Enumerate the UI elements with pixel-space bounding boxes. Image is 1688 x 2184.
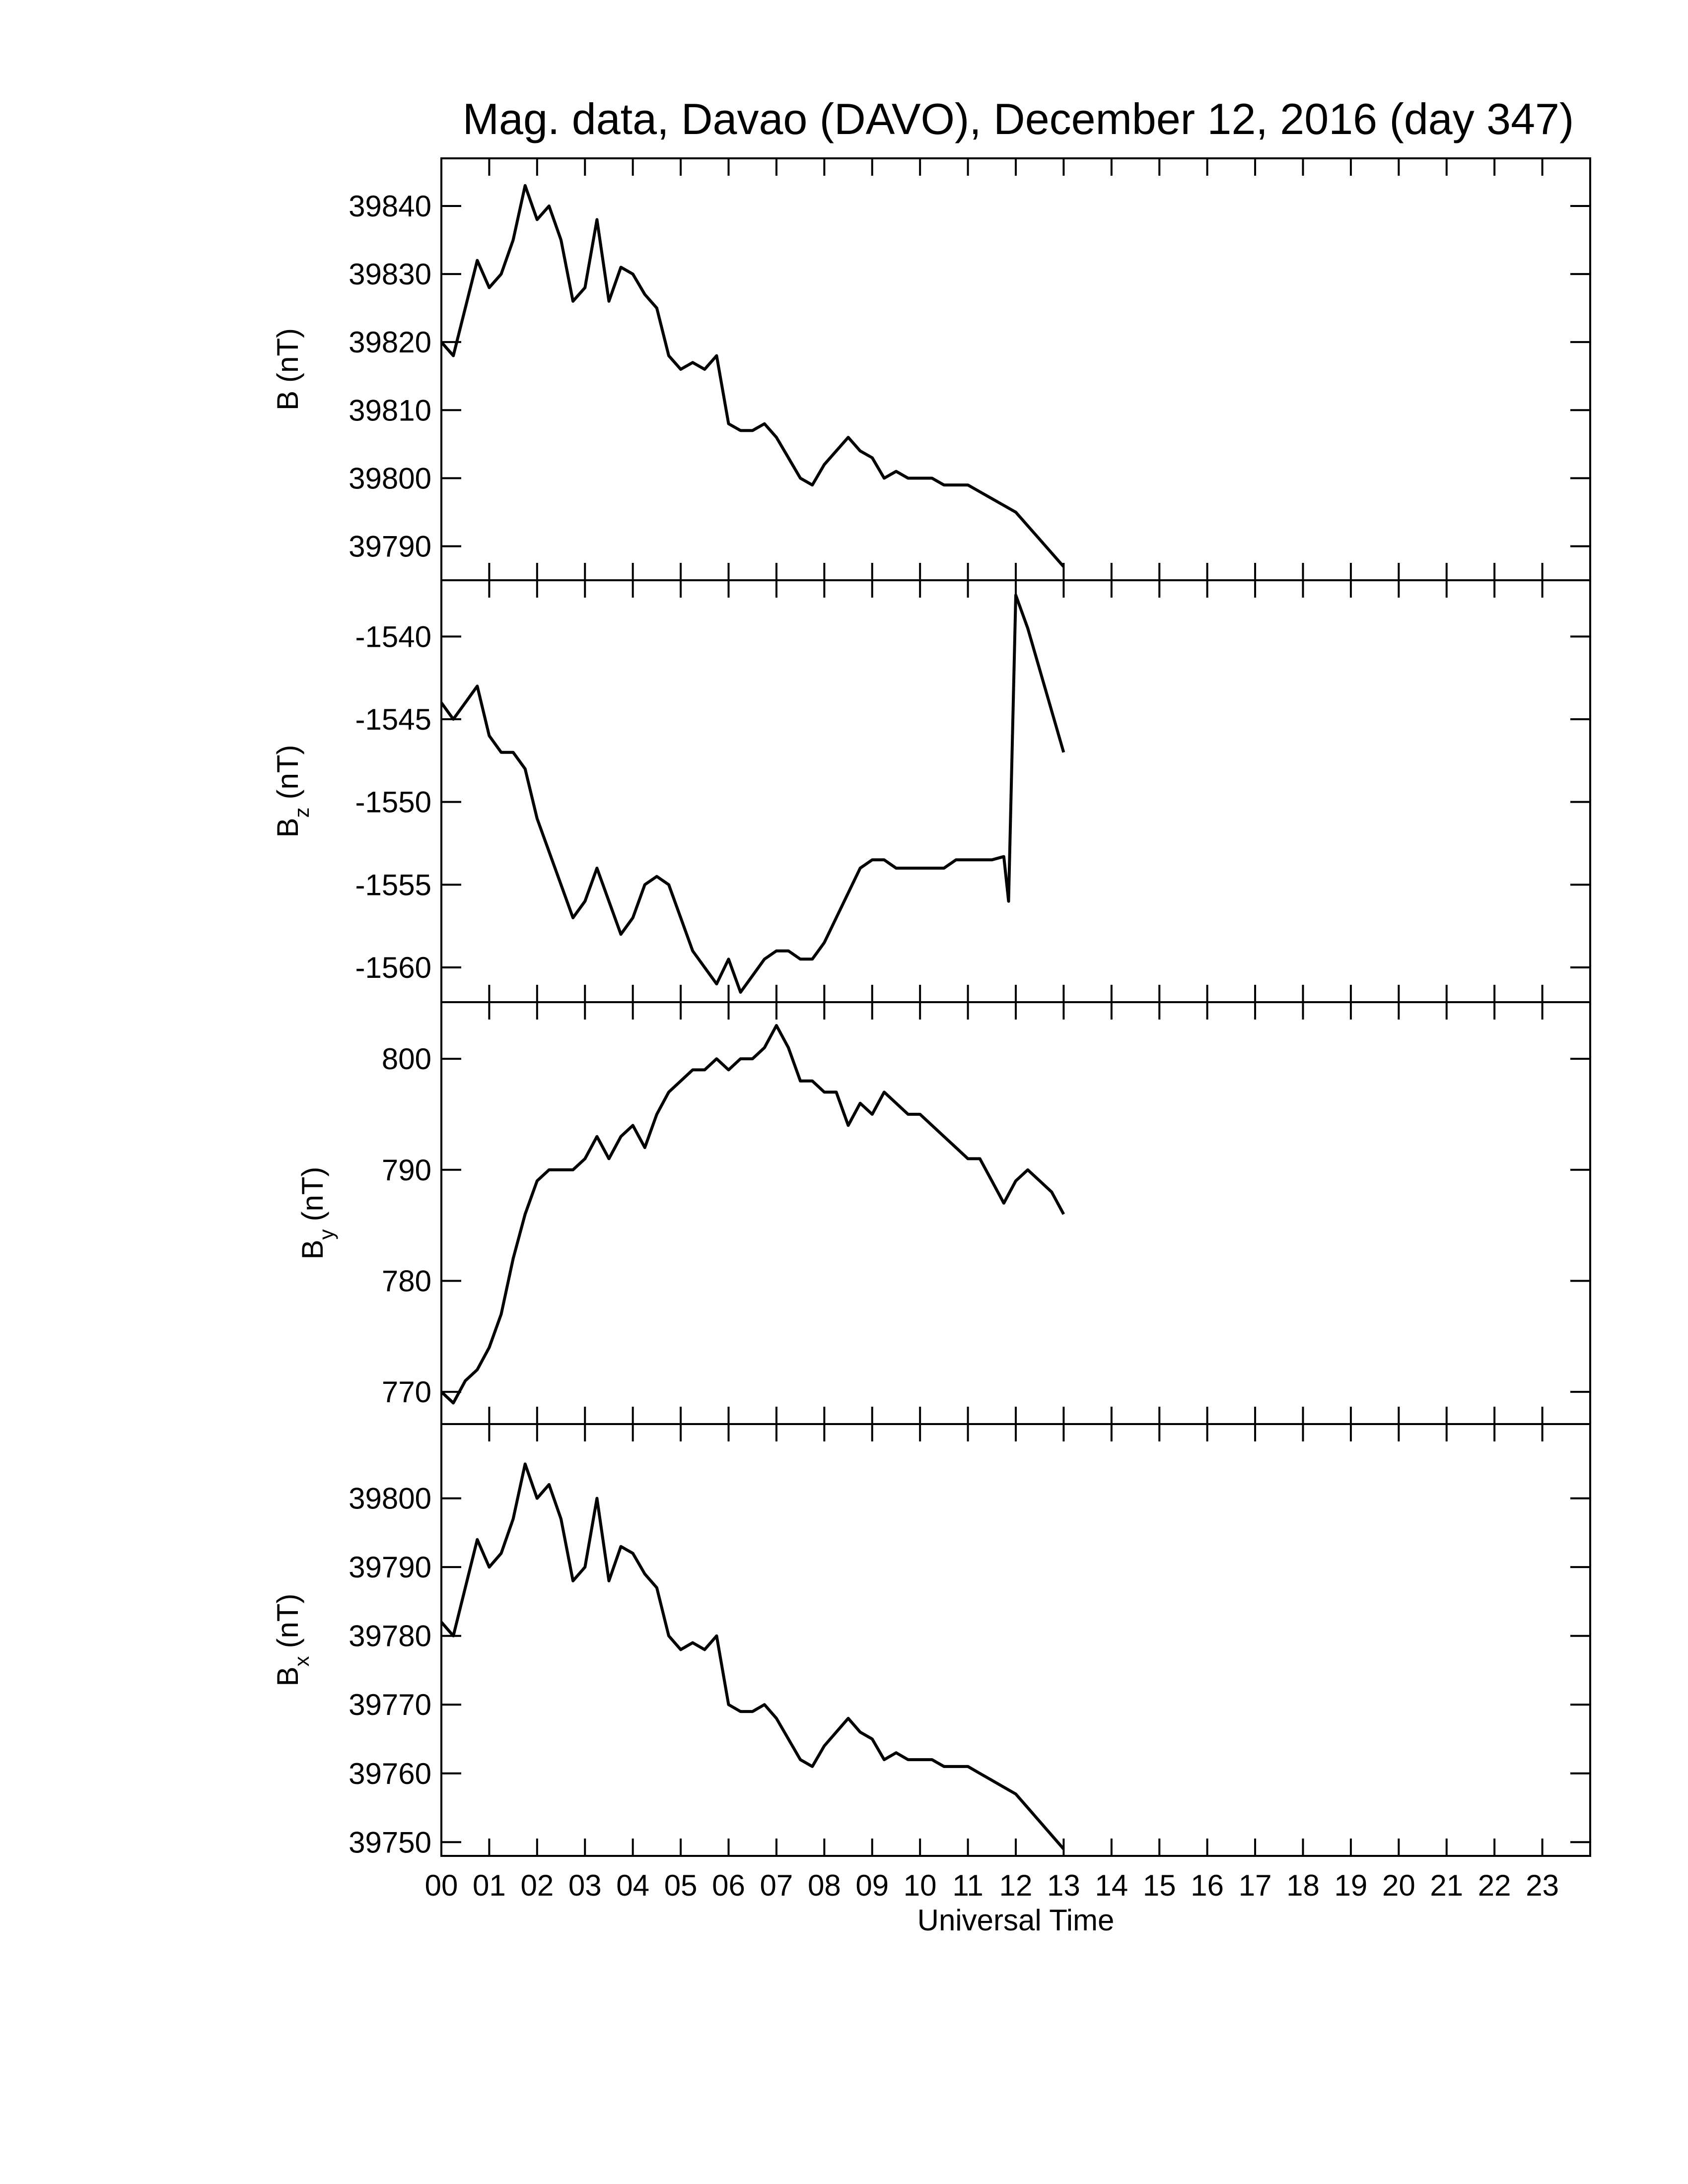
x-tick-label: 21 bbox=[1430, 1869, 1463, 1902]
y-label-unit: (nT) bbox=[271, 328, 304, 383]
y-tick-label: -1545 bbox=[355, 703, 431, 736]
data-line bbox=[440, 184, 1065, 568]
x-tick-label: 10 bbox=[904, 1869, 937, 1902]
y-label-main: B bbox=[296, 1239, 329, 1259]
y-tick-label: 39780 bbox=[349, 1620, 431, 1653]
plot-frame bbox=[440, 1001, 1591, 1425]
plot-frame bbox=[440, 157, 1591, 581]
x-axis-label: Universal Time bbox=[917, 1904, 1115, 1937]
y-tick-label: 800 bbox=[382, 1042, 431, 1076]
y-axis-label: Bx (nT) bbox=[271, 1593, 313, 1686]
x-tick-label: 00 bbox=[425, 1869, 458, 1902]
y-label-main: B bbox=[271, 391, 304, 410]
x-tick-label: 14 bbox=[1095, 1869, 1128, 1902]
x-tick-label: 20 bbox=[1382, 1869, 1415, 1902]
y-tick-label: 39840 bbox=[349, 190, 431, 223]
y-tick-label: -1560 bbox=[355, 951, 431, 984]
y-axis-label: B (nT) bbox=[271, 328, 304, 410]
data-line bbox=[440, 1462, 1065, 1850]
y-tick-label: -1555 bbox=[355, 868, 431, 901]
y-tick-label: 39810 bbox=[349, 394, 431, 427]
y-tick-label: 39770 bbox=[349, 1688, 431, 1721]
x-tick-label: 11 bbox=[952, 1869, 983, 1902]
y-tick-label: 770 bbox=[382, 1375, 431, 1409]
y-label-main: B bbox=[271, 818, 304, 837]
x-tick-label: 15 bbox=[1143, 1869, 1176, 1902]
x-tick-label: 13 bbox=[1047, 1869, 1080, 1902]
x-tick-label: 23 bbox=[1526, 1869, 1559, 1902]
y-label-sub: y bbox=[315, 1229, 338, 1239]
y-axis-label: Bz (nT) bbox=[271, 745, 313, 837]
data-line bbox=[440, 594, 1065, 994]
y-label-main: B bbox=[271, 1666, 304, 1686]
y-tick-label: 39790 bbox=[349, 1551, 431, 1584]
x-tick-label: 09 bbox=[855, 1869, 889, 1902]
x-tick-label: 07 bbox=[760, 1869, 793, 1902]
y-axis-label: By (nT) bbox=[296, 1166, 338, 1259]
x-tick-label: 06 bbox=[712, 1869, 745, 1902]
x-tick-label: 17 bbox=[1239, 1869, 1272, 1902]
data-line bbox=[440, 1024, 1065, 1405]
y-tick-label: 790 bbox=[382, 1154, 431, 1187]
y-label-unit: (nT) bbox=[271, 1593, 304, 1648]
x-tick-label: 01 bbox=[473, 1869, 506, 1902]
x-tick-label: 19 bbox=[1335, 1869, 1368, 1902]
y-label-unit: (nT) bbox=[271, 745, 304, 799]
x-tick-label: 16 bbox=[1191, 1869, 1224, 1902]
y-tick-label: 39800 bbox=[349, 1482, 431, 1515]
y-label-sub: x bbox=[290, 1656, 313, 1666]
x-tick-label: 18 bbox=[1286, 1869, 1320, 1902]
x-tick-label: 02 bbox=[520, 1869, 554, 1902]
x-tick-label: 12 bbox=[999, 1869, 1033, 1902]
y-tick-label: 39820 bbox=[349, 326, 431, 359]
x-tick-label: 05 bbox=[664, 1869, 698, 1902]
x-tick-label: 03 bbox=[568, 1869, 602, 1902]
x-tick-label: 08 bbox=[808, 1869, 841, 1902]
y-tick-label: 780 bbox=[382, 1264, 431, 1297]
y-tick-label: 39800 bbox=[349, 462, 431, 495]
plot-frame bbox=[440, 1423, 1591, 1857]
y-tick-label: 39750 bbox=[349, 1826, 431, 1859]
y-tick-label: 39830 bbox=[349, 258, 431, 291]
y-tick-label: -1540 bbox=[355, 620, 431, 653]
y-tick-label: -1550 bbox=[355, 786, 431, 819]
y-tick-label: 39760 bbox=[349, 1757, 431, 1790]
x-tick-label: 22 bbox=[1478, 1869, 1511, 1902]
y-label-unit: (nT) bbox=[296, 1166, 329, 1221]
y-tick-label: 39790 bbox=[349, 530, 431, 563]
x-tick-label: 04 bbox=[616, 1869, 649, 1902]
y-label-sub: z bbox=[290, 807, 313, 818]
chart-title: Mag. data, Davao (DAVO), December 12, 20… bbox=[463, 94, 1574, 143]
